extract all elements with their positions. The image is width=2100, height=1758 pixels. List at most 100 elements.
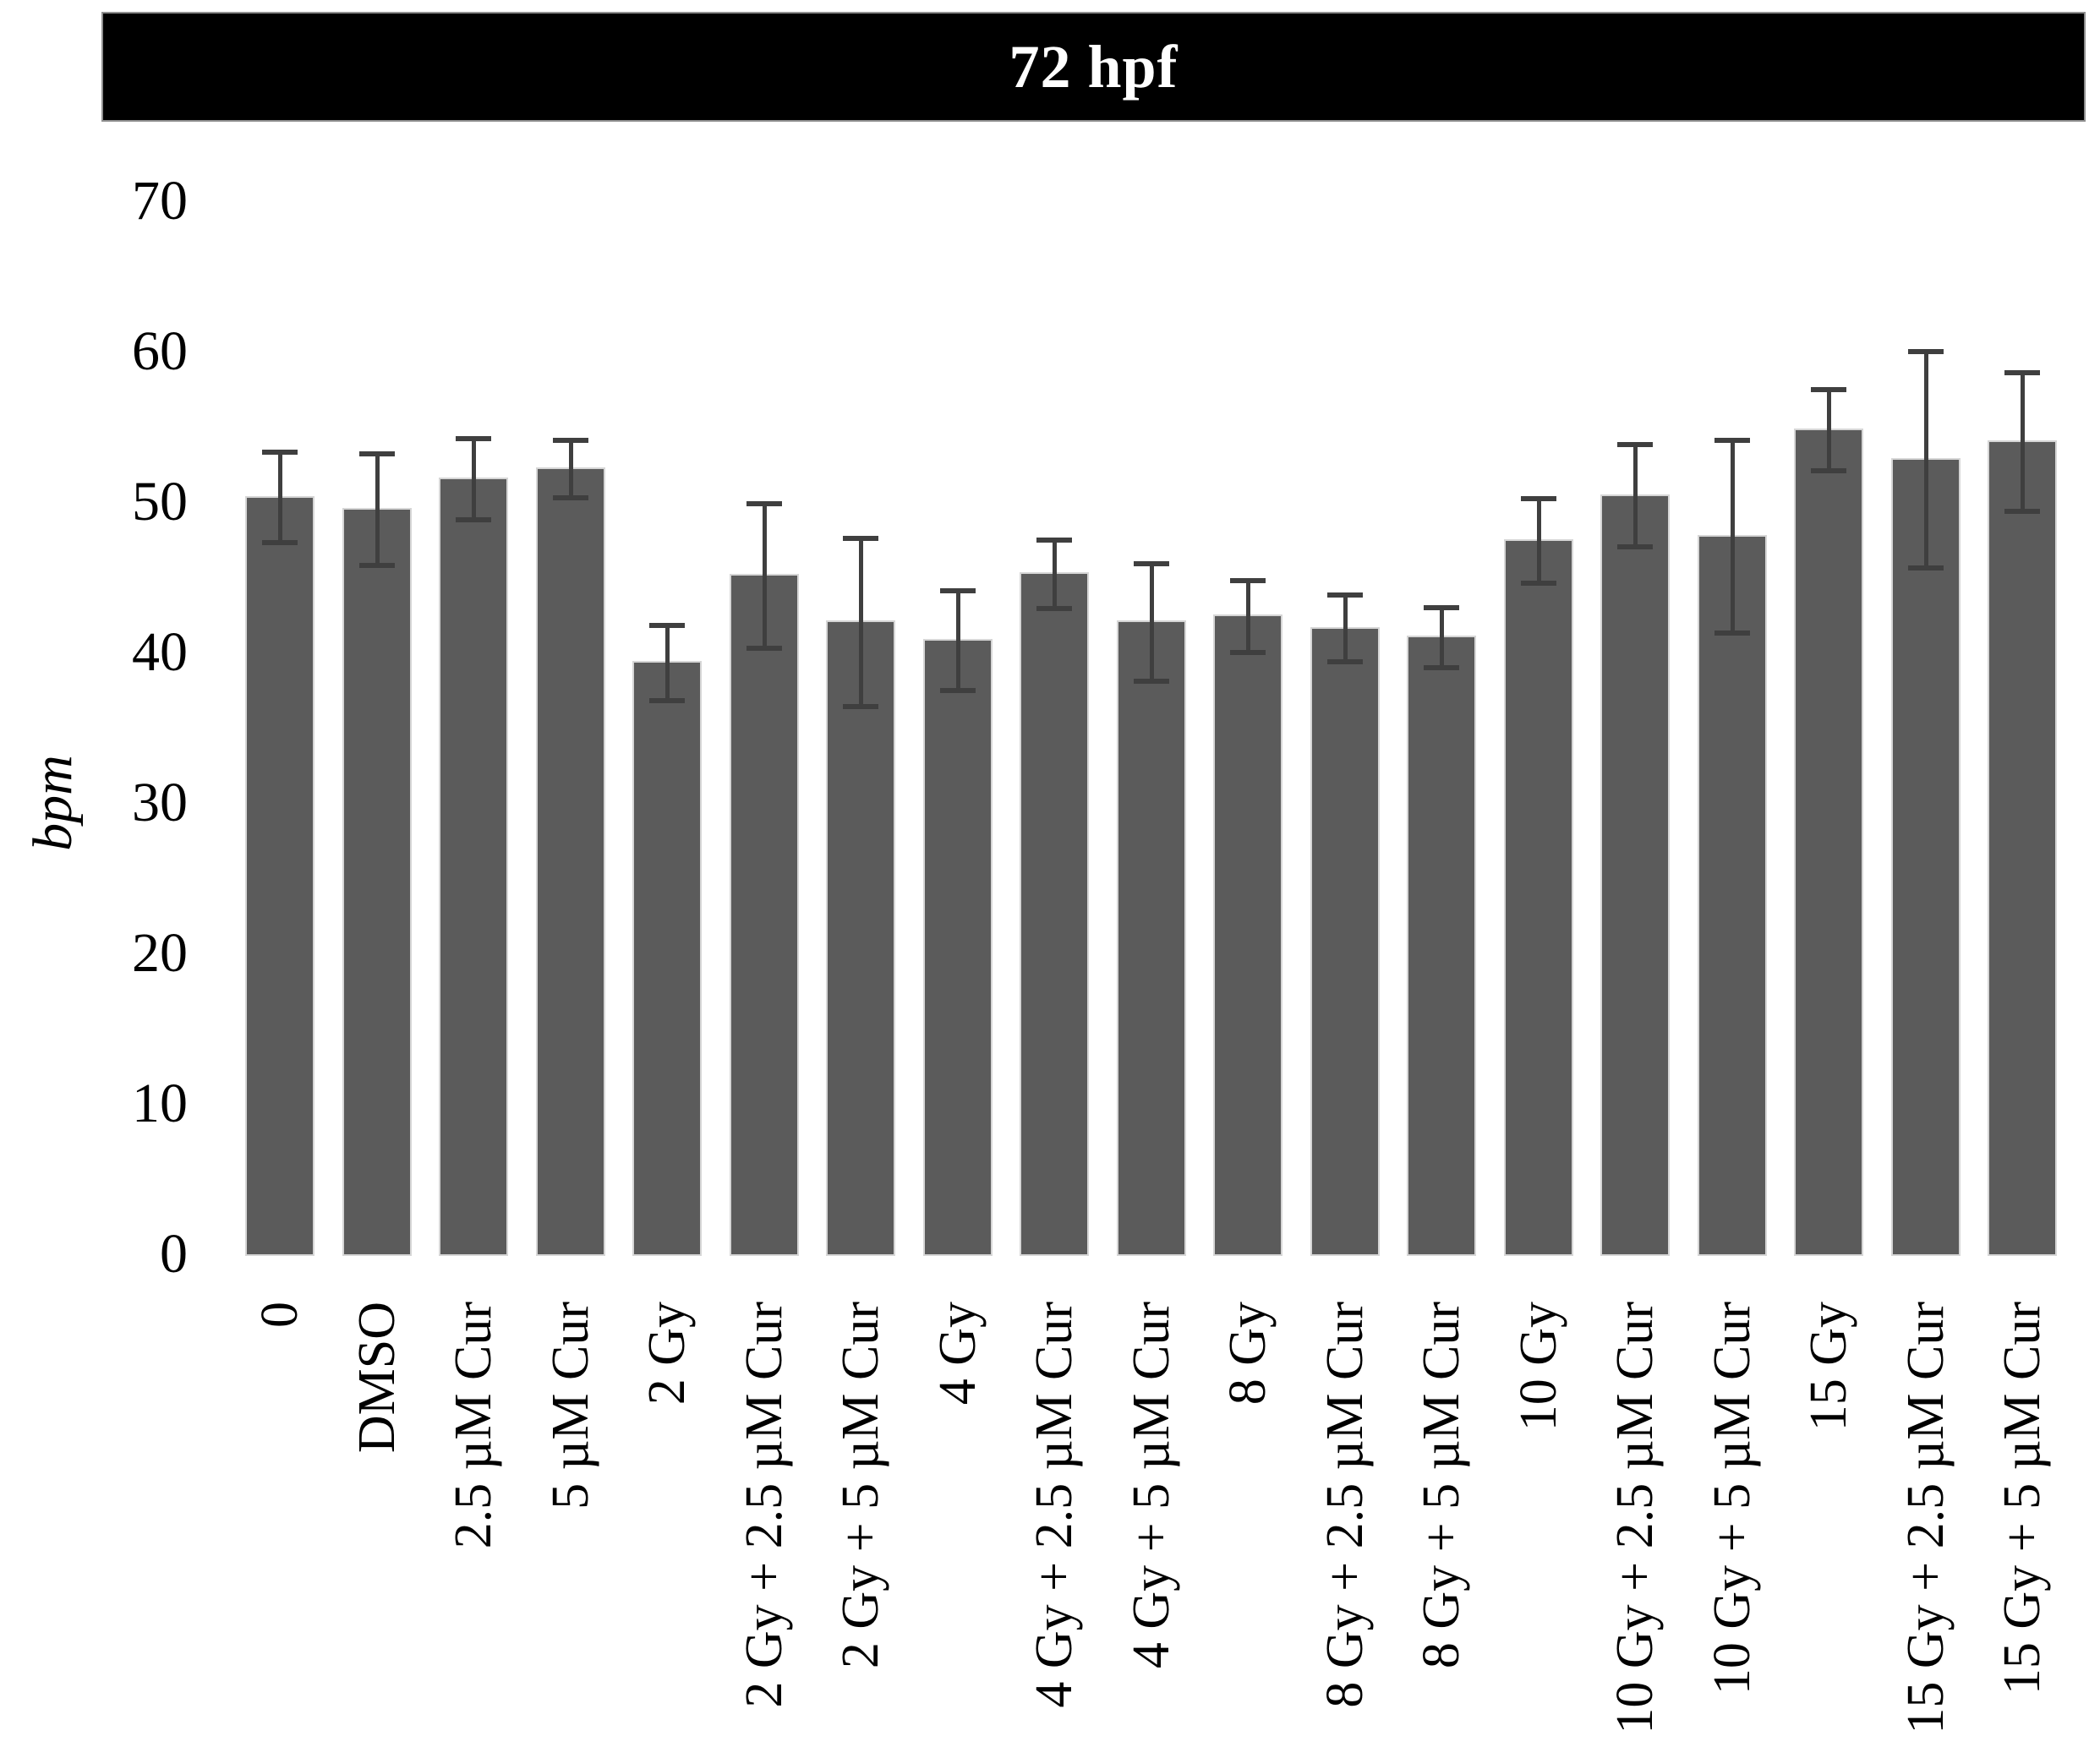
x-axis-label: 15 Gy — [1800, 1302, 1857, 1432]
error-cap-bottom — [1230, 650, 1266, 655]
y-tick-label: 40 — [132, 621, 188, 683]
bar — [634, 663, 700, 1254]
error-cap-top — [1230, 577, 1266, 583]
x-axis-label: 2 Gy + 2.5 µM Cur — [735, 1302, 793, 1708]
bar — [343, 509, 410, 1254]
error-cap-bottom — [1714, 630, 1750, 636]
x-axis-label: 15 Gy + 2.5 µM Cur — [1896, 1302, 1955, 1734]
error-cap-top — [1133, 560, 1169, 566]
error-bar — [1536, 499, 1541, 584]
bar — [1118, 622, 1184, 1254]
x-axis-label: 2 Gy + 5 µM Cur — [832, 1302, 889, 1669]
x-axis-label: 4 Gy + 2.5 µM Cur — [1025, 1302, 1083, 1708]
bar — [1796, 429, 1862, 1254]
error-cap-top — [1714, 438, 1750, 444]
error-bar — [1440, 607, 1444, 668]
x-axis-label: DMSO — [347, 1302, 406, 1454]
chart-title: 72 hpf — [1009, 32, 1179, 101]
x-axis-label: 15 Gy + 5 µM Cur — [1993, 1302, 2051, 1695]
y-tick-label: 10 — [132, 1073, 188, 1134]
y-tick-label: 50 — [132, 471, 188, 532]
x-axis-label: 8 Gy + 5 µM Cur — [1413, 1302, 1470, 1669]
error-bar — [568, 440, 573, 498]
error-cap-top — [1811, 386, 1846, 392]
x-axis-label: 8 Gy + 2.5 µM Cur — [1315, 1302, 1374, 1708]
x-axis-label: 10 Gy + 5 µM Cur — [1703, 1302, 1761, 1695]
error-cap-bottom — [2004, 508, 2040, 514]
error-cap-bottom — [358, 562, 395, 568]
error-cap-top — [843, 535, 878, 541]
error-cap-bottom — [1036, 606, 1072, 612]
error-cap-bottom — [1424, 664, 1459, 670]
bar — [440, 479, 506, 1254]
error-cap-bottom — [552, 494, 588, 500]
x-axis-label: 4 Gy + 5 µM Cur — [1122, 1302, 1180, 1669]
error-cap-bottom — [1520, 581, 1556, 587]
error-cap-top — [456, 436, 491, 442]
y-tick-label: 0 — [160, 1223, 188, 1285]
y-tick-label: 30 — [132, 772, 188, 833]
error-cap-bottom — [746, 645, 782, 651]
error-bar — [665, 625, 670, 701]
bar — [1698, 536, 1765, 1254]
bar — [1892, 460, 1959, 1254]
bar — [247, 497, 313, 1254]
error-cap-bottom — [1617, 544, 1653, 550]
error-bar — [2021, 372, 2025, 511]
error-cap-bottom — [939, 687, 976, 693]
error-cap-top — [939, 588, 976, 594]
error-bar — [1633, 445, 1638, 548]
error-bar — [955, 591, 960, 691]
x-axis-label: 2.5 µM Cur — [445, 1302, 502, 1549]
error-cap-top — [1617, 442, 1653, 448]
y-tick-label: 20 — [132, 922, 188, 984]
error-bar — [1730, 440, 1735, 633]
error-bar — [1343, 595, 1348, 662]
bar — [1215, 616, 1281, 1254]
error-cap-top — [358, 451, 395, 457]
error-bar — [1246, 580, 1250, 652]
x-axis-label: 5 µM Cur — [541, 1302, 599, 1510]
error-cap-top — [1520, 496, 1556, 502]
error-bar — [1923, 352, 1928, 569]
error-cap-top — [746, 500, 782, 506]
y-tick-label: 60 — [132, 320, 188, 382]
error-bar — [1053, 539, 1057, 609]
x-axis-label: 4 Gy — [928, 1302, 987, 1406]
error-bar — [1149, 563, 1154, 681]
error-cap-bottom — [1133, 678, 1169, 684]
error-cap-top — [1036, 537, 1072, 543]
bar — [1021, 574, 1087, 1254]
error-bar — [278, 452, 282, 543]
x-axis-label: 8 Gy — [1219, 1302, 1277, 1406]
bar — [1311, 628, 1378, 1254]
bar — [1602, 495, 1668, 1254]
error-bar — [1827, 389, 1831, 471]
error-cap-bottom — [1326, 658, 1363, 664]
error-cap-top — [2004, 369, 2040, 375]
error-bar — [859, 538, 863, 707]
error-cap-top — [1907, 349, 1944, 354]
x-axis-label: 2 Gy — [638, 1302, 696, 1406]
error-bar — [762, 503, 767, 648]
bar — [1408, 637, 1474, 1254]
error-cap-top — [262, 450, 298, 456]
bar — [537, 468, 604, 1254]
error-cap-bottom — [843, 704, 878, 710]
chart-title-bar: 72 hpf — [101, 12, 2086, 122]
error-cap-bottom — [649, 697, 685, 703]
bar — [1989, 441, 2055, 1254]
error-cap-top — [1326, 592, 1363, 598]
error-cap-top — [1424, 604, 1459, 610]
bar — [1505, 541, 1572, 1254]
y-tick-label: 70 — [132, 170, 188, 232]
error-bar — [375, 454, 380, 565]
x-axis-label: 10 Gy + 2.5 µM Cur — [1606, 1302, 1664, 1734]
error-cap-top — [552, 438, 588, 444]
x-axis-label: 0 — [251, 1302, 309, 1328]
bar — [924, 640, 991, 1254]
error-cap-bottom — [456, 517, 491, 523]
error-cap-top — [649, 622, 685, 628]
x-axis-label: 10 Gy — [1509, 1302, 1567, 1432]
